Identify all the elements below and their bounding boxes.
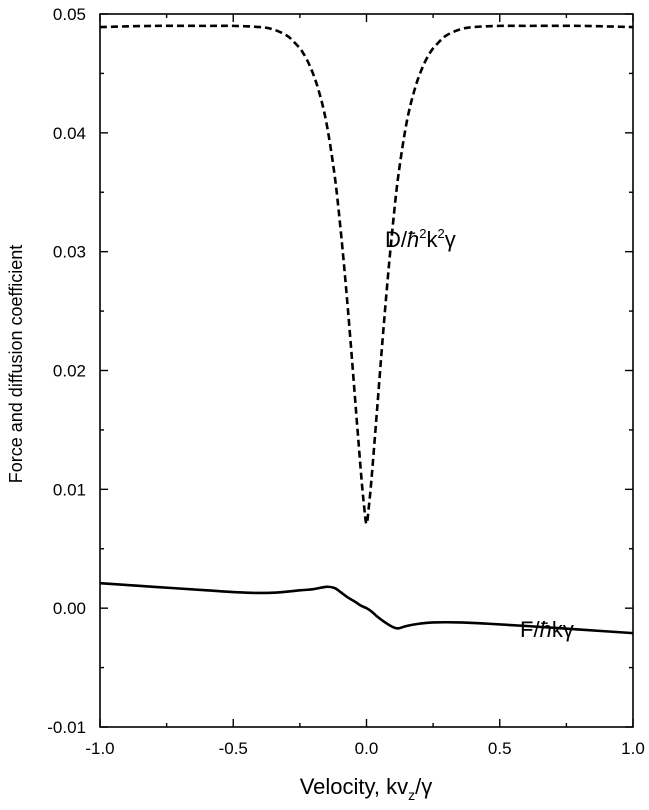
series-layer: [99, 24, 634, 635]
series-label-diffusion: D/ħ2k2γ: [385, 226, 456, 252]
x-tick-label: -0.5: [219, 739, 248, 758]
y-tick-label: 0.02: [53, 362, 86, 381]
series-label-force: F/ħkγ: [520, 617, 574, 642]
y-tick-label: -0.01: [47, 718, 86, 737]
ticks-layer: [99, 13, 634, 728]
series-line-force: [99, 581, 634, 635]
series-line-diffusion: [99, 24, 634, 526]
y-tick-label: 0.03: [53, 243, 86, 262]
y-axis-title: Force and diffusion coefficient: [6, 245, 26, 483]
y-tick-label: 0.00: [53, 599, 86, 618]
x-axis-title: Velocity, kvz/γ: [300, 774, 433, 803]
y-tick-label: 0.04: [53, 124, 86, 143]
x-tick-label: 1.0: [621, 739, 645, 758]
x-tick-label: 0.0: [355, 739, 379, 758]
tick-labels-layer: -1.0 -0.5 0.0 0.5 1.0 -0.01 0.00 0.01 0.02 0.03 0.…: [47, 5, 645, 758]
y-tick-label: 0.01: [53, 480, 86, 499]
x-tick-label: -1.0: [85, 739, 114, 758]
x-tick-label: 0.5: [488, 739, 512, 758]
y-tick-label: 0.05: [53, 5, 86, 24]
